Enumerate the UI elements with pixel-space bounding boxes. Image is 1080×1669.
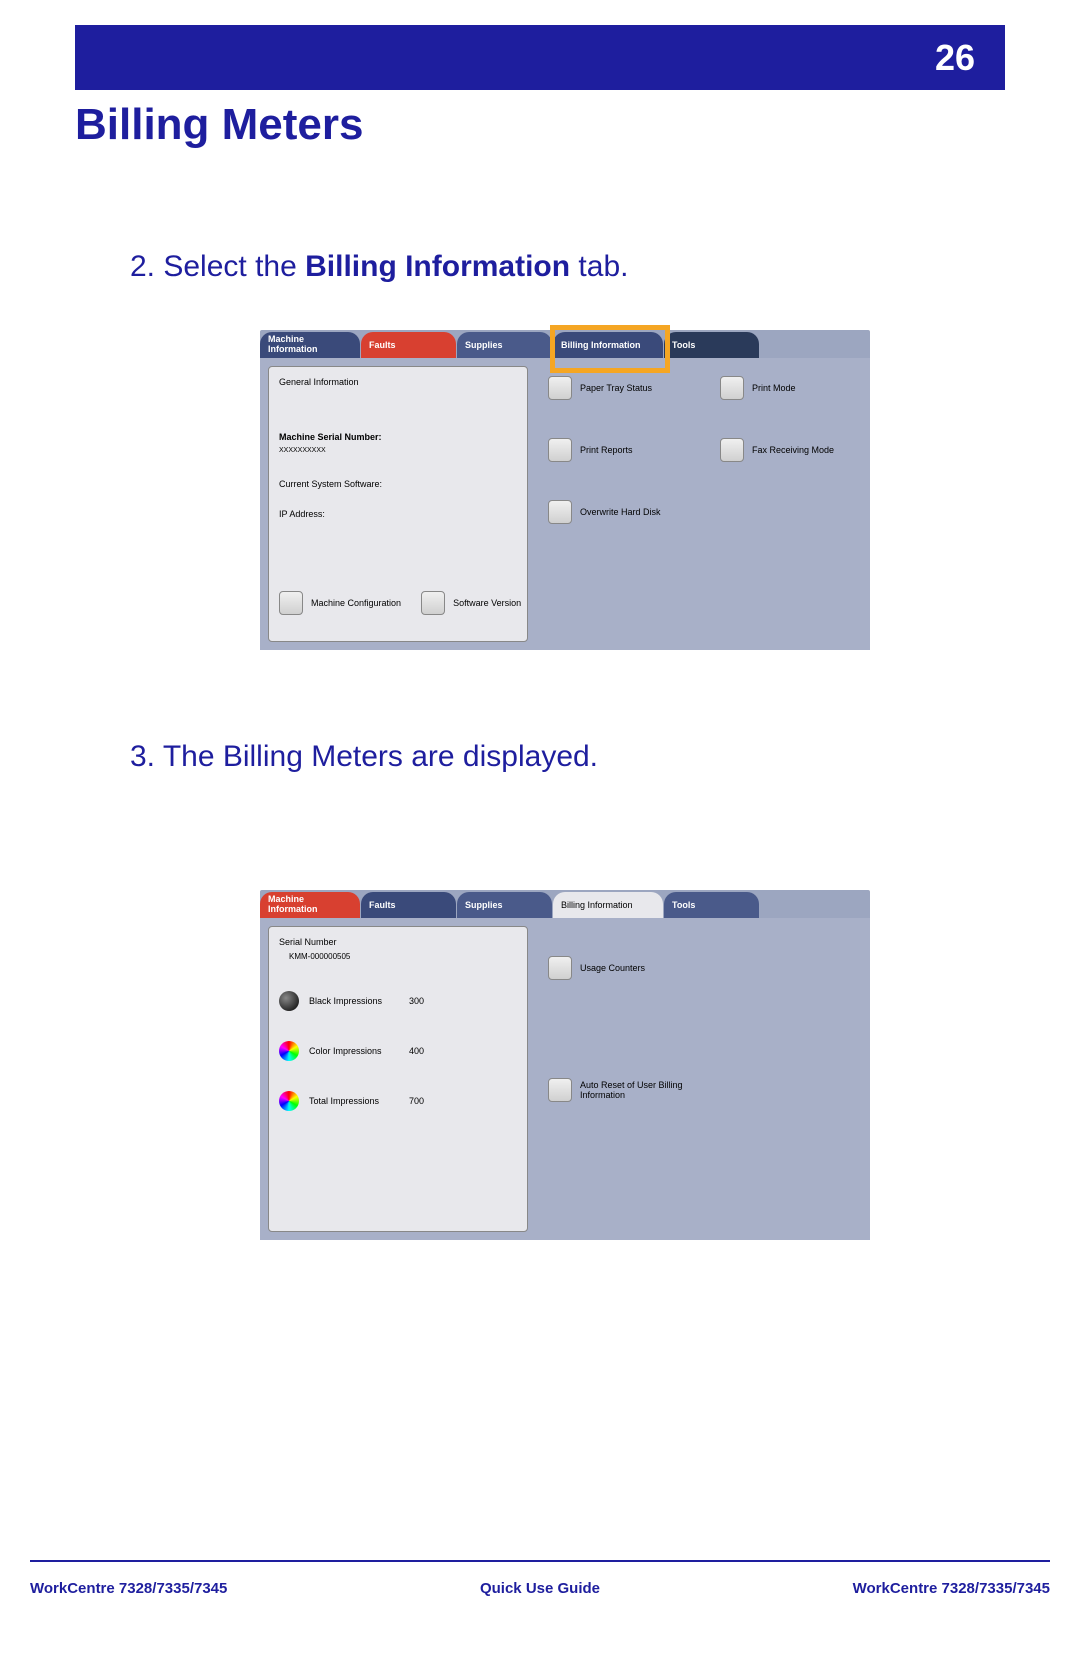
ip-label: IP Address:	[279, 509, 517, 519]
footer: WorkCentre 7328/7335/7345 Quick Use Guid…	[30, 1580, 1050, 1597]
serial-label: Machine Serial Number:	[279, 432, 517, 442]
overwrite-button[interactable]: Overwrite Hard Disk	[548, 500, 680, 524]
print-reports-button[interactable]: Print Reports	[548, 438, 680, 462]
step2-suffix: tab.	[570, 250, 628, 283]
software-version-button[interactable]: Software Version	[421, 591, 521, 615]
footer-left: WorkCentre 7328/7335/7345	[30, 1580, 227, 1597]
print-mode-label: Print Mode	[752, 383, 796, 393]
tab-bar-2: Machine Information Faults Supplies Bill…	[260, 890, 870, 918]
meter-color: Color Impressions 400	[279, 1041, 517, 1061]
meter-value: 700	[409, 1096, 424, 1106]
overwrite-label: Overwrite Hard Disk	[580, 507, 661, 517]
tab-machine-information[interactable]: Machine Information	[260, 892, 360, 918]
tab-faults[interactable]: Faults	[361, 892, 456, 918]
black-impressions-icon	[279, 991, 299, 1011]
meter-black: Black Impressions 300	[279, 991, 517, 1011]
footer-center: Quick Use Guide	[480, 1580, 600, 1597]
button-icon	[548, 956, 572, 980]
meter-total: Total Impressions 700	[279, 1091, 517, 1111]
button-icon	[548, 1078, 572, 1102]
fax-mode-button[interactable]: Fax Receiving Mode	[720, 438, 852, 462]
usage-counters-label: Usage Counters	[580, 963, 645, 973]
right-area-1: Paper Tray Status Print Reports Overwrit…	[538, 366, 862, 642]
auto-reset-button[interactable]: Auto Reset of User Billing Information	[548, 1078, 852, 1102]
button-icon	[421, 591, 445, 615]
tab-tools[interactable]: Tools	[664, 892, 759, 918]
fax-mode-label: Fax Receiving Mode	[752, 445, 834, 455]
color-impressions-icon	[279, 1041, 299, 1061]
paper-tray-button[interactable]: Paper Tray Status	[548, 376, 680, 400]
left-panel-1: General Information Machine Serial Numbe…	[268, 366, 528, 642]
software-version-label: Software Version	[453, 598, 521, 608]
serial-value: XXXXXXXXXX	[279, 447, 517, 454]
print-reports-label: Print Reports	[580, 445, 633, 455]
button-icon	[548, 376, 572, 400]
tab-tools[interactable]: Tools	[664, 332, 759, 358]
tab-faults[interactable]: Faults	[361, 332, 456, 358]
left-panel-2: Serial Number KMM-000000505 Black Impres…	[268, 926, 528, 1232]
meter-label: Black Impressions	[309, 996, 399, 1006]
machine-config-button[interactable]: Machine Configuration	[279, 591, 401, 615]
serial-value-2: KMM-000000505	[289, 952, 517, 961]
button-icon	[548, 438, 572, 462]
page-header: 26	[75, 25, 1005, 90]
highlight-box	[550, 325, 670, 373]
step2-bold: Billing Information	[305, 250, 570, 283]
footer-rule	[30, 1560, 1050, 1562]
meter-label: Color Impressions	[309, 1046, 399, 1056]
total-impressions-icon	[279, 1091, 299, 1111]
content-area-1: General Information Machine Serial Numbe…	[260, 358, 870, 650]
button-icon	[720, 438, 744, 462]
tab-supplies[interactable]: Supplies	[457, 332, 552, 358]
footer-right: WorkCentre 7328/7335/7345	[853, 1580, 1050, 1597]
paper-tray-label: Paper Tray Status	[580, 383, 652, 393]
general-info-label: General Information	[279, 377, 517, 387]
step-3-text: 3. The Billing Meters are displayed.	[130, 740, 598, 774]
screenshot-machine-info: Machine Information Faults Supplies Bill…	[260, 330, 870, 650]
meter-value: 400	[409, 1046, 424, 1056]
tab-billing-information-active[interactable]: Billing Information	[553, 892, 663, 918]
step2-prefix: 2. Select the	[130, 250, 305, 283]
tab-supplies[interactable]: Supplies	[457, 892, 552, 918]
button-icon	[720, 376, 744, 400]
content-area-2: Serial Number KMM-000000505 Black Impres…	[260, 918, 870, 1240]
button-icon	[548, 500, 572, 524]
meter-value: 300	[409, 996, 424, 1006]
serial-label-2: Serial Number	[279, 937, 517, 947]
page-number: 26	[935, 37, 975, 79]
right-area-2: Usage Counters Auto Reset of User Billin…	[538, 926, 862, 1232]
tab-machine-information[interactable]: Machine Information	[260, 332, 360, 358]
auto-reset-label: Auto Reset of User Billing Information	[580, 1080, 720, 1100]
page-title: Billing Meters	[75, 100, 364, 150]
print-mode-button[interactable]: Print Mode	[720, 376, 852, 400]
machine-config-label: Machine Configuration	[311, 598, 401, 608]
screenshot-billing-meters: Machine Information Faults Supplies Bill…	[260, 890, 870, 1240]
meter-label: Total Impressions	[309, 1096, 399, 1106]
step-2-text: 2. Select the Billing Information tab.	[130, 250, 628, 284]
usage-counters-button[interactable]: Usage Counters	[548, 956, 852, 980]
software-label: Current System Software:	[279, 479, 517, 489]
button-icon	[279, 591, 303, 615]
